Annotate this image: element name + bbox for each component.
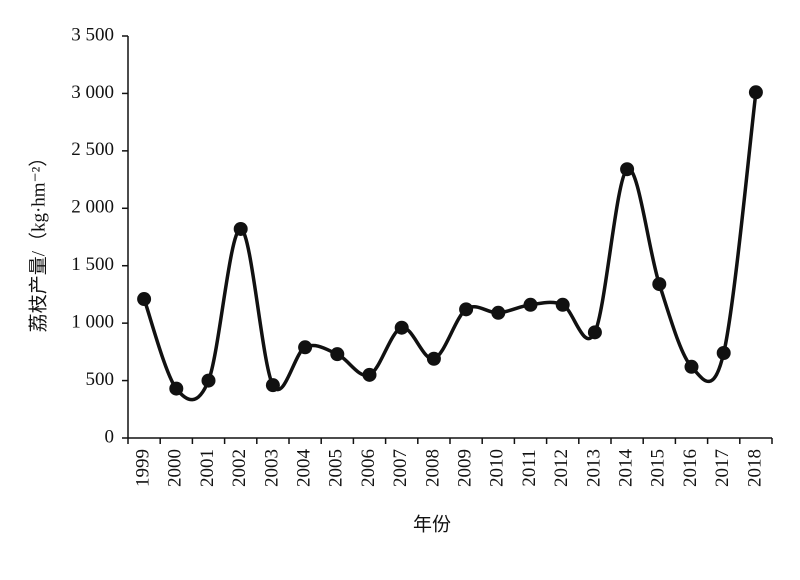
x-tick-label: 2014 xyxy=(615,449,636,488)
y-tick-label: 500 xyxy=(86,369,115,390)
marker xyxy=(169,381,184,396)
x-tick-label: 2016 xyxy=(680,449,701,487)
marker xyxy=(652,277,667,292)
marker xyxy=(748,85,763,100)
y-tick-label: 1 000 xyxy=(71,312,114,333)
x-tick-label: 2001 xyxy=(197,449,218,487)
line xyxy=(142,92,758,402)
marker xyxy=(265,378,280,393)
x-tick-label: 2003 xyxy=(261,449,282,487)
x-tick-label: 2012 xyxy=(551,449,572,487)
marker xyxy=(523,297,538,312)
y-tick-label: 2 000 xyxy=(71,197,114,218)
x-tick-label: 2018 xyxy=(744,449,765,487)
x-tick-label: 2008 xyxy=(422,449,443,487)
x-tick-label: 2010 xyxy=(487,449,508,487)
y-axis-title: 荔枝产量/（kg·hm⁻²） xyxy=(27,148,49,333)
x-axis-title: 年份 xyxy=(413,513,451,535)
y-tick-label: 2 500 xyxy=(71,139,114,160)
marker xyxy=(587,325,602,340)
marker xyxy=(555,297,570,312)
marker xyxy=(298,340,313,355)
marker xyxy=(684,359,699,374)
marker xyxy=(716,346,731,361)
x-tick-label: 2002 xyxy=(229,449,250,487)
x-tick-label: 2004 xyxy=(293,449,314,488)
marker xyxy=(330,347,345,362)
x-tick-label: 2005 xyxy=(326,449,347,487)
y-tick-label: 0 xyxy=(105,426,115,447)
x-tick-label: 2007 xyxy=(390,449,411,487)
x-tick-label: 2013 xyxy=(583,449,604,487)
marker xyxy=(491,305,506,320)
x-tick-label: 2009 xyxy=(454,449,475,487)
x-tick-label: 2006 xyxy=(358,449,379,487)
y-tick-label: 3 000 xyxy=(71,82,114,103)
x-tick-label: 1999 xyxy=(132,449,153,487)
y-tick-label: 3 500 xyxy=(71,24,114,45)
x-tick-label: 2017 xyxy=(712,449,733,487)
marker xyxy=(426,351,441,366)
marker xyxy=(620,162,635,177)
x-tick-label: 2000 xyxy=(165,449,186,487)
y-tick-label: 1 500 xyxy=(71,254,114,275)
x-tick-label: 2011 xyxy=(519,449,540,486)
marker xyxy=(459,302,474,317)
marker xyxy=(201,373,216,388)
marker xyxy=(362,367,377,382)
marker xyxy=(233,221,248,236)
marker xyxy=(394,320,409,335)
x-tick-label: 2015 xyxy=(648,449,669,487)
marker xyxy=(137,292,152,307)
